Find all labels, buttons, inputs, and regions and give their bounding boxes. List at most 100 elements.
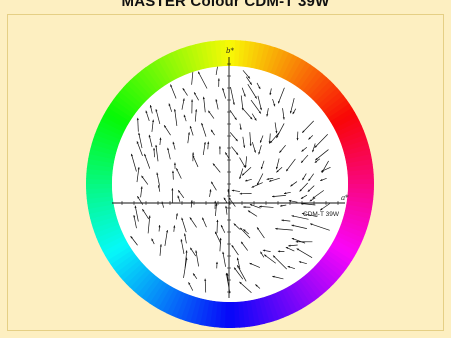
hue-ring-segment <box>119 87 143 109</box>
hue-ring-segment <box>104 242 130 261</box>
shift-arrow <box>220 224 226 233</box>
hue-ring-segment <box>157 285 175 312</box>
hue-ring-segment <box>253 298 265 326</box>
hue-ring-segment <box>88 207 116 219</box>
shift-arrow <box>242 70 251 79</box>
hue-ring-segment <box>334 116 360 133</box>
shift-arrow <box>269 88 272 96</box>
hue-ring-segment <box>302 274 323 298</box>
shift-arrow <box>312 190 325 199</box>
hue-ring-segment <box>302 70 324 95</box>
shift-arrow <box>144 153 151 169</box>
hue-ring-segment <box>299 67 320 92</box>
shift-arrow <box>219 237 222 252</box>
shift-arrow <box>195 250 199 267</box>
shift-arrow <box>239 192 252 195</box>
hue-ring-segment <box>345 204 372 215</box>
shift-arrow <box>276 166 283 173</box>
shift-arrow <box>236 257 241 270</box>
shift-arrow <box>314 158 321 164</box>
hue-ring-segment <box>322 253 347 274</box>
shift-arrow <box>233 267 244 280</box>
shift-arrow <box>204 278 207 293</box>
hue-ring-segment <box>214 301 222 328</box>
hue-ring-segment <box>344 149 372 161</box>
shift-arrow <box>249 204 261 209</box>
shift-arrow <box>145 110 150 122</box>
hue-ring-segment <box>270 48 285 75</box>
hue-ring-segment <box>92 219 120 234</box>
hue-ring-segment <box>140 276 161 301</box>
shift-arrow <box>241 87 246 97</box>
hue-ring-segment <box>330 107 356 126</box>
hue-ring-segment <box>153 58 172 84</box>
shift-arrow <box>262 249 271 252</box>
shift-arrow <box>291 215 309 220</box>
hue-ring-segment <box>98 120 125 137</box>
hue-ring-segment <box>209 300 218 328</box>
hue-ring-segment <box>136 273 158 298</box>
shift-arrow <box>247 210 258 217</box>
shift-arrow <box>292 108 297 115</box>
hue-ring-segment <box>94 129 121 144</box>
shift-arrow <box>272 275 284 280</box>
shift-arrow <box>151 119 155 132</box>
shift-arrow <box>300 154 309 164</box>
shift-arrow <box>187 132 191 144</box>
shift-arrow <box>137 195 143 205</box>
hue-ring-segment <box>110 98 135 119</box>
hue-ring-segment <box>86 168 113 176</box>
shift-arrow <box>210 181 217 191</box>
shift-arrow <box>181 98 185 110</box>
shift-arrow <box>171 188 174 203</box>
shift-arrow <box>130 153 137 172</box>
hue-ring-segment <box>100 235 126 252</box>
hue-ring-segment <box>289 59 307 85</box>
hue-ring-segment <box>122 83 146 106</box>
shift-arrow <box>140 186 143 198</box>
hue-ring-segment <box>242 40 251 68</box>
hue-ring-segment <box>288 284 307 310</box>
hue-ring-segment <box>308 76 331 100</box>
hue-ring-segment <box>238 40 246 67</box>
shift-arrow <box>215 99 219 110</box>
shift-arrow <box>188 282 194 291</box>
hue-ring-segment <box>314 262 338 285</box>
shift-arrow <box>298 261 307 264</box>
hue-ring-segment <box>305 271 327 295</box>
shift-arrow <box>309 223 330 231</box>
hue-ring-segment <box>340 220 367 234</box>
shift-arrow <box>225 205 228 215</box>
hue-ring-segment <box>224 301 230 328</box>
shift-arrow <box>218 146 221 155</box>
shift-arrow <box>320 177 327 182</box>
hue-ring-segment <box>308 268 331 292</box>
hue-ring-segment <box>337 125 364 141</box>
hue-ring-segment <box>322 95 347 116</box>
shift-arrow <box>197 71 208 89</box>
hue-ring-segment <box>262 45 276 72</box>
shift-arrow <box>202 142 206 156</box>
shift-arrow <box>308 135 314 140</box>
hue-ring-segment <box>319 256 344 278</box>
shift-arrow <box>225 272 231 294</box>
shift-arrow <box>266 108 269 117</box>
shift-arrow <box>202 96 206 113</box>
shift-arrow <box>155 144 159 162</box>
hue-ring-segment <box>190 44 203 71</box>
hue-ring-segment <box>94 223 121 238</box>
hue-ring-segment <box>161 287 179 314</box>
hue-ring-segment <box>250 42 261 69</box>
hue-ring-segment <box>345 154 372 165</box>
shift-arrow <box>312 143 316 153</box>
hue-ring-segment <box>90 143 117 156</box>
shift-arrow <box>173 162 177 169</box>
hue-ring-segment <box>119 259 143 281</box>
hue-ring-segment <box>175 293 190 320</box>
shift-arrow <box>269 132 280 144</box>
hue-ring-segment <box>347 178 374 185</box>
shift-arrow <box>239 227 251 239</box>
shift-arrow <box>256 227 265 239</box>
shift-arrow <box>259 205 274 208</box>
shift-arrow <box>161 201 164 208</box>
